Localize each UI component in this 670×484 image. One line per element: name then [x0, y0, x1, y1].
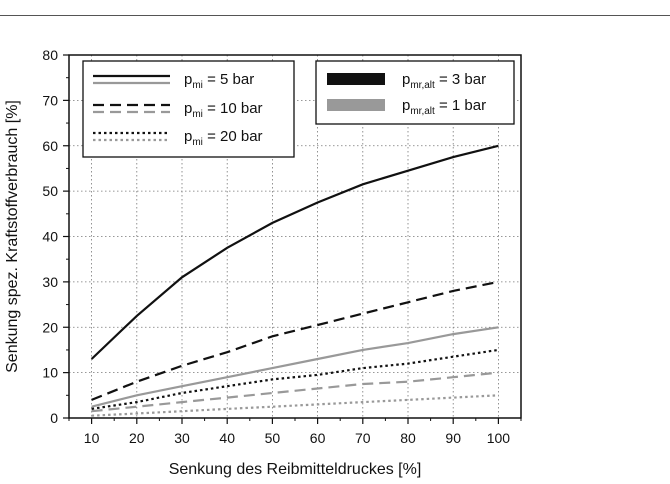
series-line-pmi-20-pmralt-3: [91, 348, 499, 410]
x-tick-label: 90: [445, 430, 461, 446]
legend-entry-pmralt-1: pmr,alt = 1 bar: [402, 97, 486, 117]
legend-entry-pmi-0: pmi = 5 bar: [184, 71, 254, 91]
y-tick-label: 20: [42, 319, 58, 335]
legend-box-right: [315, 60, 515, 125]
y-tick-label: 70: [42, 92, 58, 108]
y-tick-label: 0: [50, 410, 58, 426]
x-tick-label: 40: [219, 430, 235, 446]
legend-color-swatch: [327, 99, 385, 111]
y-tick-label: 80: [42, 47, 58, 63]
x-axis-title: Senkung des Reibmitteldruckes [%]: [169, 461, 422, 478]
y-tick-label: 40: [42, 229, 58, 245]
x-tick-label: 50: [265, 430, 281, 446]
x-tick-label: 60: [310, 430, 326, 446]
legend-entry-pmi-2: pmi = 20 bar: [184, 128, 263, 148]
legend-pmi: pmi = 5 bar pmi = 10 bar pmi = 20 bar: [82, 60, 295, 158]
y-tick-label: 50: [42, 183, 58, 199]
x-tick-label: 80: [400, 430, 416, 446]
x-tick-label: 20: [129, 430, 145, 446]
y-axis-title: Senkung spez. Kraftstoffverbrauch [%]: [4, 100, 21, 373]
legend-entry-pmi-1: pmi = 10 bar: [184, 100, 263, 120]
legend-color-swatch: [327, 73, 385, 85]
series-lines: [90, 144, 499, 417]
y-tick-label: 60: [42, 138, 58, 154]
series-line-pmi-5-pmralt-3: [90, 144, 499, 360]
series-line-pmi-5-pmralt-1: [91, 326, 499, 408]
y-tick-label: 10: [42, 365, 58, 381]
axis-ticks: 10 20 30 40 50 60 70 80 90 100 0 10 20 30 40 50 60 70 80: [42, 47, 522, 446]
y-tick-label: 30: [42, 274, 58, 290]
x-tick-label: 10: [84, 430, 100, 446]
series-line-pmi-10-pmralt-3: [91, 280, 499, 401]
series-line-pmi-20-pmralt-1: [91, 394, 499, 417]
x-tick-label: 30: [174, 430, 190, 446]
legend-pmr-alt: pmr,alt = 3 bar pmr,alt = 1 bar: [315, 60, 515, 125]
x-tick-label: 100: [487, 430, 511, 446]
legend-entry-pmralt-0: pmr,alt = 3 bar: [402, 71, 486, 91]
x-tick-label: 70: [355, 430, 371, 446]
top-rule: [0, 15, 670, 16]
series-line-pmi-10-pmralt-1: [91, 371, 499, 413]
